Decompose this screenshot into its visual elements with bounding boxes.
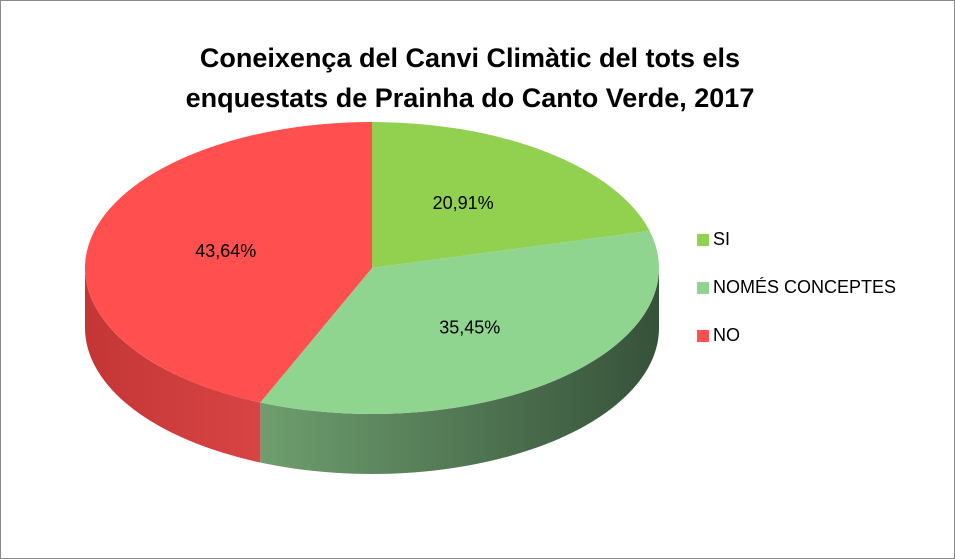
legend-label: NO — [713, 325, 740, 345]
legend-swatch — [697, 234, 709, 246]
legend-label: NOMÉS CONCEPTES — [713, 277, 896, 297]
slice — [84, 122, 373, 403]
legend-swatch — [697, 330, 709, 342]
legend-label: SI — [713, 229, 730, 249]
slice — [260, 230, 660, 415]
data-label: 35,45% — [439, 317, 500, 337]
slice — [372, 122, 650, 268]
slice-side — [85, 268, 261, 463]
legend-swatch — [697, 282, 709, 294]
data-label: 43,64% — [195, 241, 256, 261]
slice-side — [260, 268, 659, 474]
chart-title: Coneixença del Canvi Climàtic del tots e… — [185, 43, 755, 113]
data-label: 20,91% — [433, 193, 494, 213]
